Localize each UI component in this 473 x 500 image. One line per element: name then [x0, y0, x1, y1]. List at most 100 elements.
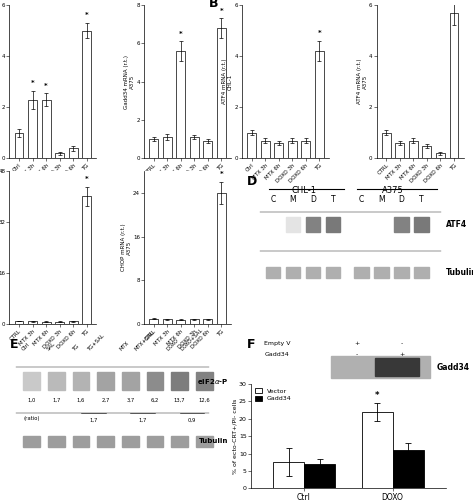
Bar [28, 322, 37, 324]
Text: 1,7: 1,7 [52, 398, 61, 403]
Bar [266, 268, 280, 278]
Text: *: * [31, 80, 35, 86]
Text: ATF4: ATF4 [446, 220, 467, 229]
Text: *: * [179, 31, 183, 37]
Bar [325, 217, 340, 232]
Text: *: * [317, 30, 321, 36]
Bar [409, 140, 418, 158]
Bar [147, 436, 163, 447]
Bar [149, 319, 158, 324]
Bar [23, 436, 40, 447]
Bar [196, 436, 213, 447]
Text: CHL-1: CHL-1 [291, 186, 316, 195]
Text: D: D [246, 176, 257, 188]
Bar [42, 322, 51, 324]
Text: SAL: SAL [46, 342, 56, 352]
Bar [286, 268, 300, 278]
Text: B: B [209, 0, 219, 10]
Bar [436, 154, 445, 158]
Y-axis label: ATF4 mRNA (r.t.)
CHL-1: ATF4 mRNA (r.t.) CHL-1 [222, 59, 233, 104]
Bar [23, 372, 40, 390]
Bar [306, 217, 320, 232]
Text: A375: A375 [382, 186, 403, 195]
Text: T: T [331, 196, 335, 204]
Bar [97, 372, 114, 390]
Text: E: E [9, 338, 18, 351]
Bar [97, 436, 114, 447]
Text: Ctrl: Ctrl [21, 342, 32, 352]
Bar [190, 320, 199, 324]
Bar [171, 436, 188, 447]
Bar [247, 133, 256, 158]
Bar [122, 372, 139, 390]
Bar [196, 372, 213, 390]
Bar [395, 143, 404, 158]
Text: D: D [399, 196, 404, 204]
Text: TG+SAL: TG+SAL [87, 333, 105, 352]
Bar [48, 372, 65, 390]
Text: Tubulin: Tubulin [446, 268, 473, 278]
Bar [203, 320, 212, 324]
Text: DOXO: DOXO [166, 338, 180, 352]
Text: *: * [85, 12, 88, 18]
Text: 2,7: 2,7 [102, 398, 110, 403]
Text: C: C [359, 196, 364, 204]
Text: 3,7: 3,7 [126, 398, 134, 403]
Text: TG: TG [72, 343, 81, 352]
Bar [42, 100, 51, 158]
Text: (ratio): (ratio) [23, 416, 40, 422]
Bar [69, 322, 78, 324]
Text: 12,6: 12,6 [199, 398, 210, 403]
Bar [147, 372, 163, 390]
Bar [69, 148, 78, 158]
Bar [176, 51, 185, 158]
Bar [73, 436, 89, 447]
Bar [286, 217, 300, 232]
Text: Gadd34: Gadd34 [437, 362, 470, 372]
Text: +: + [399, 352, 404, 357]
Bar [288, 140, 297, 158]
Bar [176, 320, 185, 324]
Bar [149, 140, 158, 158]
Text: Empty V: Empty V [264, 341, 291, 346]
Bar [55, 154, 64, 158]
Text: MTX+SAL: MTX+SAL [133, 330, 155, 352]
Bar [163, 320, 172, 324]
Bar [48, 436, 65, 447]
Text: DOXO+SAL: DOXO+SAL [180, 328, 204, 352]
Bar [274, 143, 283, 158]
Bar [315, 51, 324, 158]
Text: -: - [356, 352, 359, 357]
Text: M: M [289, 196, 296, 204]
Bar [422, 146, 431, 158]
Text: C: C [271, 196, 276, 204]
Bar [382, 133, 391, 158]
Bar [261, 140, 270, 158]
Text: *: * [219, 8, 223, 14]
Text: Tubulin: Tubulin [200, 438, 229, 444]
Text: Gadd34: Gadd34 [264, 352, 289, 357]
Text: MTX: MTX [119, 340, 131, 352]
Bar [331, 356, 430, 378]
Bar [82, 196, 91, 324]
Text: 1,7: 1,7 [89, 418, 97, 423]
Bar [375, 268, 389, 278]
Bar [73, 372, 89, 390]
Text: *: * [44, 82, 48, 88]
Text: 0,9: 0,9 [188, 418, 196, 423]
Text: -: - [400, 341, 403, 346]
Y-axis label: CHOP mRNA (r.t.)
A375: CHOP mRNA (r.t.) A375 [121, 224, 131, 272]
Bar [306, 268, 320, 278]
Bar [122, 436, 139, 447]
Text: 13,7: 13,7 [174, 398, 185, 403]
Text: T: T [419, 196, 424, 204]
Bar [301, 140, 310, 158]
Bar [414, 268, 429, 278]
Text: *: * [219, 171, 223, 177]
Y-axis label: ATF4 mRNA (r.t.)
A375: ATF4 mRNA (r.t.) A375 [357, 59, 368, 104]
Text: 1,7: 1,7 [139, 418, 147, 423]
Text: *: * [85, 176, 88, 182]
Text: 6,2: 6,2 [151, 398, 159, 403]
Bar [15, 321, 23, 324]
Bar [325, 268, 340, 278]
